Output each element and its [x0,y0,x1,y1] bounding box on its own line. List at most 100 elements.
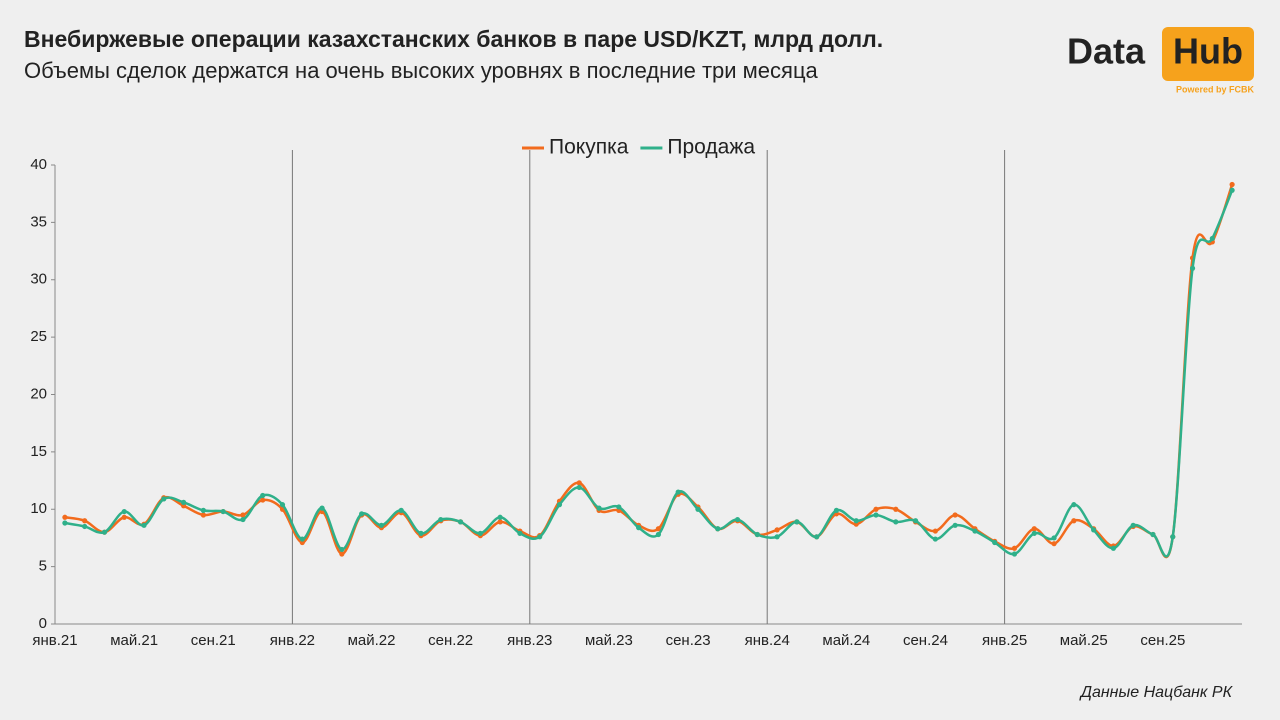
point [1170,534,1176,540]
point [556,502,563,508]
y-tick-label: 10 [30,500,47,517]
point [1209,235,1215,242]
point [972,528,978,534]
point [1229,187,1235,193]
x-tick-label: сен.25 [1140,632,1185,649]
logo-caption: Powered by FCBK [1176,84,1255,94]
point [754,531,760,538]
point [319,505,325,511]
point [299,536,305,542]
x-tick-label: янв.25 [982,632,1027,649]
point [359,511,365,517]
point [1051,535,1057,541]
chart-subtitle: Объемы сделок держатся на очень высоких … [24,58,819,83]
source-note: Данные Нацбанк РК [1079,684,1234,701]
point [537,534,543,540]
point [1011,551,1018,557]
x-tick-label: май.21 [110,632,158,649]
point [655,531,661,538]
point [1110,545,1117,551]
point [952,522,958,528]
x-tick-label: сен.22 [428,632,473,649]
point [240,516,246,523]
point [833,507,840,513]
point [1130,522,1136,528]
point [477,530,483,536]
point [101,529,108,535]
point [497,514,503,520]
logo-text: Hub [1173,31,1243,72]
point [734,516,741,523]
point [161,496,167,502]
point [1011,545,1018,551]
point [1091,527,1097,533]
point [774,534,780,540]
point [279,502,286,508]
point [1031,526,1037,532]
point [62,520,68,526]
point [616,504,622,510]
point [893,506,899,512]
point [121,508,127,515]
point [339,546,345,553]
point [200,507,206,513]
point [457,519,464,525]
x-tick-label: сен.24 [903,632,948,649]
point [180,499,187,505]
point [774,527,780,533]
point [814,534,820,540]
point [715,526,721,532]
x-tick-label: янв.24 [745,632,790,649]
point [912,518,919,524]
legend-label: Покупка [549,136,629,159]
y-tick-label: 35 [30,213,47,230]
point [655,526,661,532]
point [62,514,68,520]
x-tick-label: янв.22 [270,632,315,649]
logo-box [1162,27,1254,81]
point [220,508,226,515]
y-tick-label: 5 [39,558,47,575]
point [576,480,582,486]
point [82,523,88,530]
point [853,518,859,524]
x-tick-label: сен.21 [191,632,236,649]
point [932,536,938,542]
point [438,516,444,523]
series-line [64,189,1234,558]
x-tick-label: май.22 [348,632,396,649]
point [418,530,424,536]
x-tick-label: янв.23 [507,632,552,649]
point [1051,541,1057,547]
y-tick-label: 25 [30,328,47,345]
point [794,519,800,525]
point [992,539,998,546]
point [695,506,701,512]
point [636,525,642,531]
point [378,522,385,528]
point [82,518,88,524]
point [200,512,206,518]
x-tick-label: сен.23 [666,632,711,649]
point [873,512,879,518]
point [1229,181,1235,188]
point [1071,518,1077,524]
chart-title: Внебиржевые операции казахстанских банко… [24,26,883,52]
x-tick-label: янв.21 [32,632,77,649]
y-tick-label: 40 [30,156,47,173]
y-tick-label: 20 [30,385,47,402]
point [1071,502,1077,508]
point [576,484,582,491]
point [497,519,503,525]
series-line [64,184,1234,559]
point [952,512,958,518]
point [517,530,523,536]
point [339,551,345,557]
y-tick-label: 15 [30,443,47,460]
logo-text: Data [1067,31,1146,72]
point [596,505,602,511]
point [1031,530,1037,536]
point [675,489,681,495]
point [141,522,147,528]
